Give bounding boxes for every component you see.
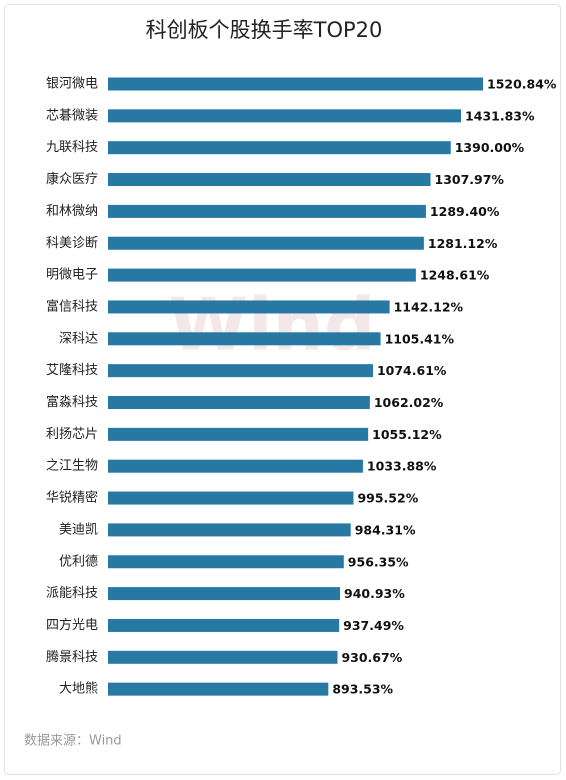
- bar: [108, 459, 363, 473]
- value-label: 930.67%: [341, 650, 402, 665]
- category-label: 九联科技: [46, 140, 98, 155]
- category-label: 四方光电: [46, 617, 98, 633]
- category-label: 明微电子: [46, 268, 98, 283]
- value-label: 1105.41%: [385, 331, 455, 346]
- category-label: 银河微电: [46, 77, 98, 92]
- category-label: 芯碁微装: [46, 108, 98, 123]
- bar: [108, 650, 338, 664]
- category-label: 之江生物: [46, 459, 98, 474]
- category-label: 优利德: [59, 554, 98, 569]
- value-label: 984.31%: [355, 522, 416, 537]
- value-label: 940.93%: [344, 586, 405, 601]
- value-label: 1074.61%: [377, 363, 447, 378]
- bar: [108, 268, 416, 282]
- bar: [108, 364, 373, 378]
- value-label: 1248.61%: [420, 268, 490, 283]
- bar: [108, 141, 451, 155]
- category-label: 美迪凯: [59, 522, 98, 537]
- bar: [108, 109, 462, 123]
- bar: [108, 427, 369, 441]
- category-label: 派能科技: [46, 586, 98, 601]
- category-label: 大地熊: [59, 681, 98, 697]
- source: 数据来源：Wind: [24, 734, 122, 749]
- bar: [108, 300, 390, 314]
- bar: [108, 204, 426, 218]
- watermark: Wind: [169, 283, 376, 367]
- bar: [108, 523, 351, 537]
- bar: [108, 332, 381, 346]
- value-label: 995.52%: [357, 491, 418, 506]
- value-label: 1142.12%: [394, 299, 464, 314]
- bar: [108, 555, 344, 569]
- category-label: 艾隆科技: [46, 363, 98, 378]
- value-label: 937.49%: [343, 618, 404, 633]
- bar: [108, 236, 424, 250]
- value-label: 1307.97%: [435, 172, 505, 187]
- value-label: 1033.88%: [367, 459, 437, 474]
- category-label: 利扬芯片: [46, 427, 98, 442]
- value-label: 1520.84%: [487, 77, 557, 92]
- value-label: 956.35%: [348, 554, 409, 569]
- bar: [108, 77, 483, 91]
- category-label: 华锐精密: [46, 490, 98, 506]
- frame: [4, 4, 561, 775]
- value-label: 893.53%: [332, 682, 393, 697]
- value-label: 1281.12%: [428, 236, 498, 251]
- category-label: 深科达: [59, 331, 98, 346]
- bar: [108, 396, 370, 409]
- value-label: 1055.12%: [372, 427, 442, 442]
- chart-title: 科创板个股换手率TOP20: [146, 18, 383, 42]
- value-label: 1062.02%: [374, 395, 444, 410]
- bar: [108, 618, 340, 632]
- bar: [108, 682, 329, 696]
- category-label: 科美诊断: [46, 236, 98, 251]
- bar: [108, 491, 354, 505]
- category-label: 富信科技: [46, 298, 98, 314]
- category-label: 腾景科技: [46, 649, 98, 665]
- category-label: 富淼科技: [46, 394, 98, 410]
- bar: [108, 173, 431, 187]
- value-label: 1431.83%: [465, 108, 535, 123]
- value-label: 1289.40%: [430, 204, 500, 219]
- bar: [108, 587, 341, 601]
- category-label: 康众医疗: [46, 171, 98, 187]
- category-label: 和林微纳: [46, 204, 98, 219]
- value-label: 1390.00%: [455, 140, 525, 155]
